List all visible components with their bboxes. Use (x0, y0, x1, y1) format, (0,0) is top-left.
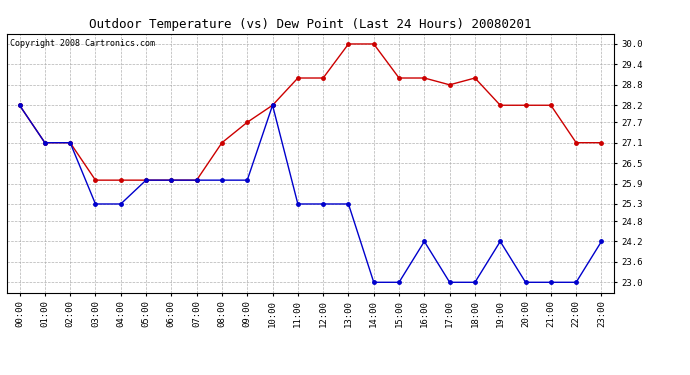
Title: Outdoor Temperature (vs) Dew Point (Last 24 Hours) 20080201: Outdoor Temperature (vs) Dew Point (Last… (89, 18, 532, 31)
Text: Copyright 2008 Cartronics.com: Copyright 2008 Cartronics.com (10, 39, 155, 48)
